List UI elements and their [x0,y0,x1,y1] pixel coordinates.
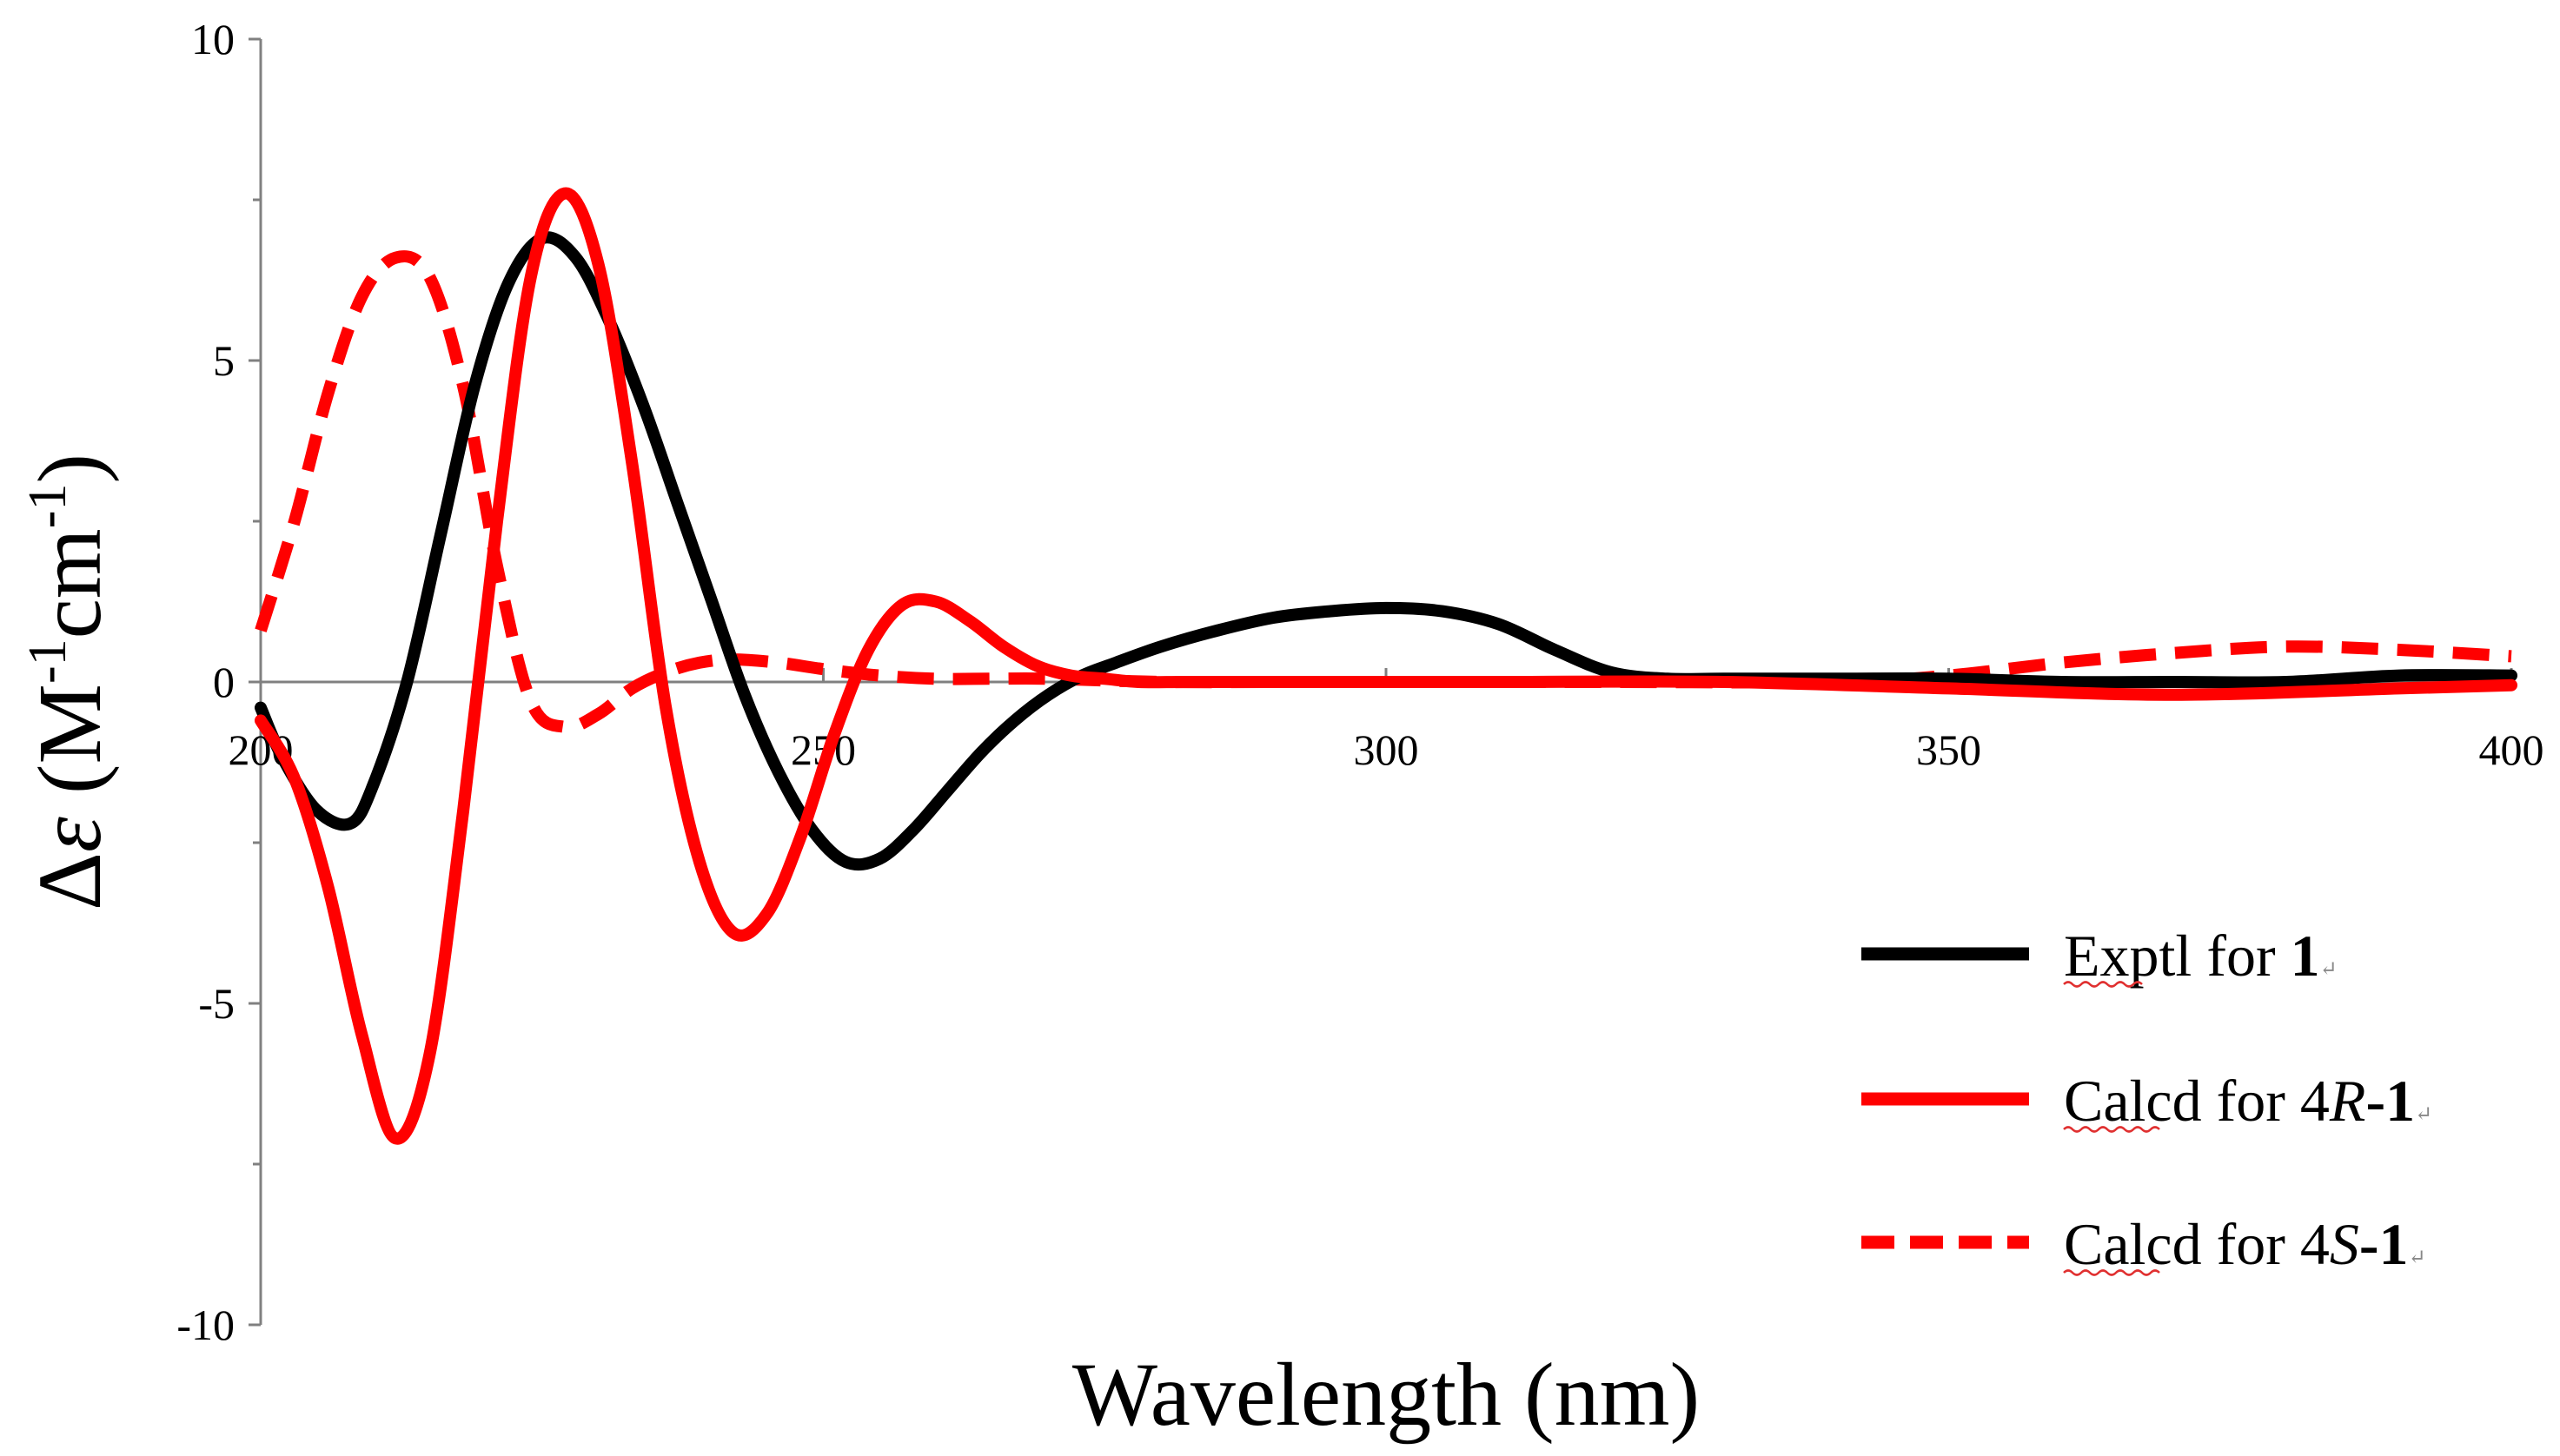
legend-item-exptl: Exptl for 1↵ [1861,923,2338,989]
y-tick-label-0: 10 [191,15,235,63]
legend-label-calcd-4s: Calcd for 4S-1↵ [2064,1211,2426,1277]
legend-4r-italic: R [2329,1068,2366,1134]
legend: Exptl for 1↵ Calcd for 4R-1↵ Calcd for 4… [1861,923,2432,1277]
legend-item-calcd-4r: Calcd for 4R-1↵ [1861,1068,2432,1134]
y-title-sup-2: -1 [18,484,77,529]
legend-4s-italic: S [2330,1211,2359,1277]
legend-exptl-mark: ↵ [2320,958,2338,981]
legend-exptl-text: Exptl for [2064,923,2291,989]
legend-item-calcd-4s: Calcd for 4S-1↵ [1861,1211,2426,1277]
y-tick-label-4: -10 [176,1300,235,1349]
legend-4r-spellcheck-underline [2063,1126,2160,1133]
y-title-delta: Δ [20,852,120,910]
y-axis-title: Δε (M-1cm-1) [18,453,120,910]
y-tick-label-2: 0 [213,658,235,706]
x-tick-label-3: 350 [1916,725,1981,774]
series-layer [255,187,2517,1145]
legend-4s-mark: ↵ [2409,1247,2426,1269]
x-axis-title: Wavelength (nm) [1072,1345,1700,1445]
legend-4r-bold: -1 [2365,1068,2415,1134]
x-tick-label-4: 400 [2479,725,2544,774]
y-tick-label-1: 5 [213,336,235,385]
y-tick-label-3: -5 [198,979,235,1028]
y-title-epsilon: ε [20,817,120,852]
series-line-calcd-for-4s-1 [255,250,2512,734]
legend-label-calcd-4r: Calcd for 4R-1↵ [2064,1068,2432,1134]
y-axis-ticks: 10 5 0 -5 -10 [176,15,261,1349]
legend-label-exptl: Exptl for 1↵ [2064,923,2338,989]
y-title-sup-1: -1 [18,639,77,684]
x-tick-label-2: 300 [1354,725,1419,774]
legend-exptl-bold: 1 [2291,923,2320,989]
y-title-unit-b: cm [20,528,120,639]
legend-4r-mark: ↵ [2415,1103,2432,1126]
series-line-calcd-for-4r-1 [255,187,2517,1145]
legend-4s-text: Calcd for 4 [2064,1211,2330,1277]
legend-4s-bold: -1 [2359,1211,2409,1277]
legend-4s-spellcheck-underline [2063,1269,2160,1276]
legend-exptl-spellcheck-underline [2063,981,2143,988]
y-title-unit-c: ) [20,453,120,484]
y-title-unit-a: (M [20,684,120,817]
legend-4r-text: Calcd for 4 [2064,1068,2330,1134]
